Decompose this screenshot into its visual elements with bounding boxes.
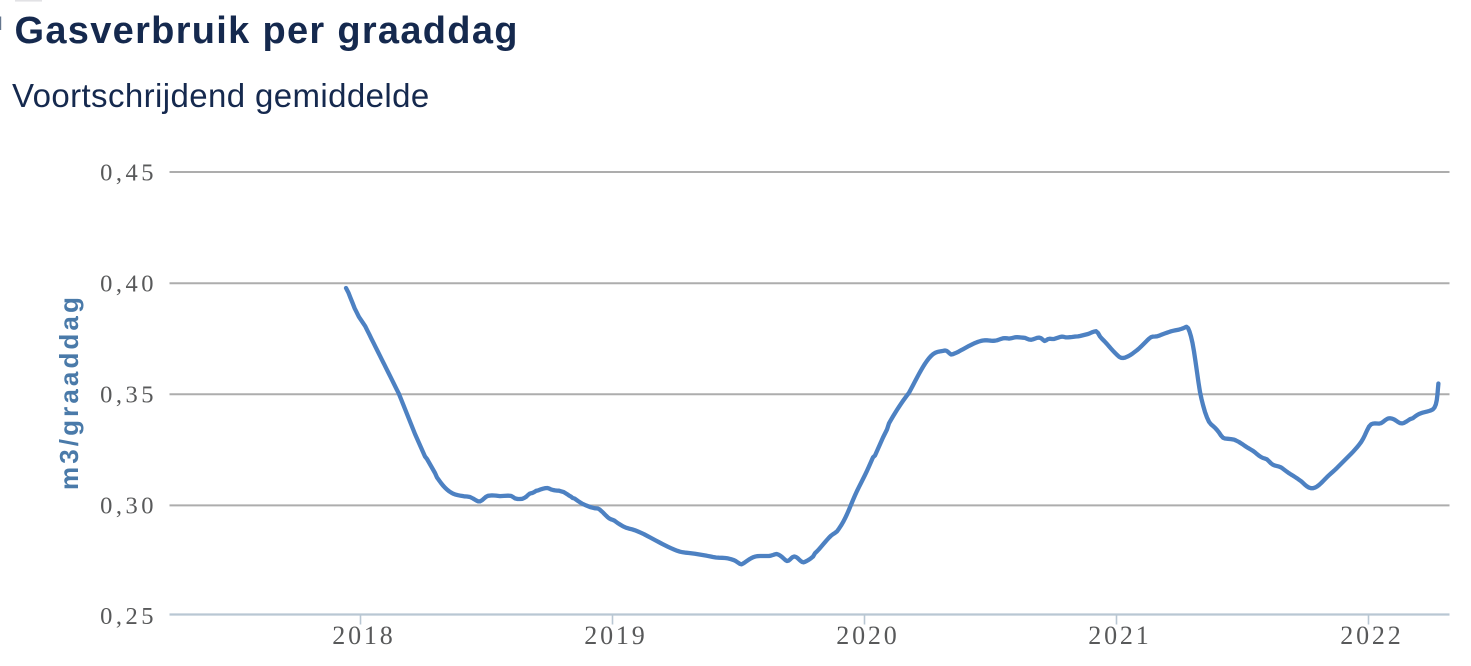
svg-text:m3/graaddag: m3/graaddag [54,294,84,490]
svg-text:Voortschrijdend gemiddelde: Voortschrijdend gemiddelde [12,77,430,114]
svg-text:0,25: 0,25 [100,603,157,630]
svg-text:2019: 2019 [584,621,647,650]
svg-text:2018: 2018 [332,621,395,650]
svg-text:0,35: 0,35 [100,382,157,409]
svg-text:2022: 2022 [1340,621,1403,650]
svg-text:Gasverbruik per graaddag: Gasverbruik per graaddag [15,10,519,52]
svg-text:0,30: 0,30 [100,493,157,520]
svg-text:0,40: 0,40 [100,271,157,298]
svg-text:2021: 2021 [1088,621,1151,650]
svg-text:2020: 2020 [836,621,899,650]
svg-text:0,45: 0,45 [100,159,157,186]
